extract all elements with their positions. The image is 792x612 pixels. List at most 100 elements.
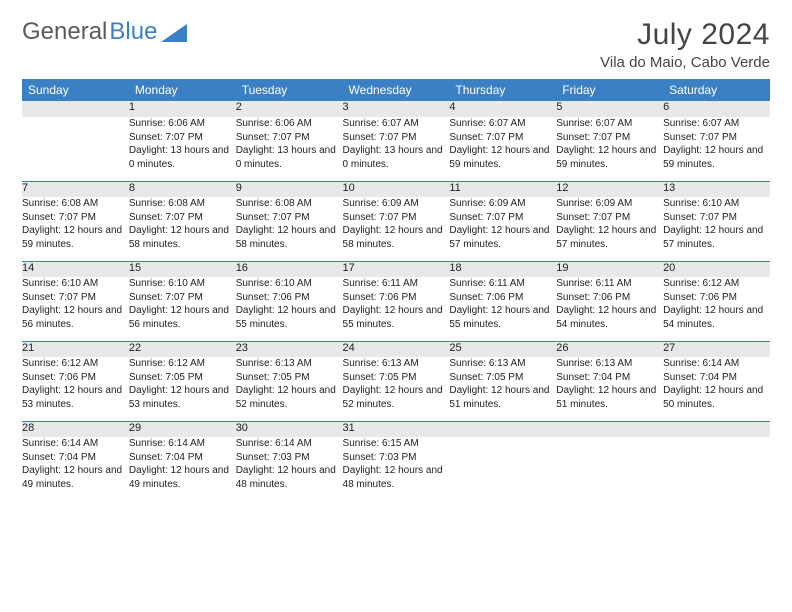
day-content-cell: Sunrise: 6:08 AMSunset: 7:07 PMDaylight:…	[236, 197, 343, 261]
day-number-cell: 21	[22, 341, 129, 357]
sunrise-line: Sunrise: 6:09 AM	[556, 197, 663, 211]
day-content-cell: Sunrise: 6:06 AMSunset: 7:07 PMDaylight:…	[129, 117, 236, 181]
page-header: GeneralBlue July 2024 Vila do Maio, Cabo…	[22, 18, 770, 71]
sunset-line: Sunset: 7:04 PM	[129, 451, 236, 465]
content-row: Sunrise: 6:14 AMSunset: 7:04 PMDaylight:…	[22, 437, 770, 501]
sunrise-line: Sunrise: 6:07 AM	[556, 117, 663, 131]
sunset-line: Sunset: 7:05 PM	[236, 371, 343, 385]
day-content-cell: Sunrise: 6:09 AMSunset: 7:07 PMDaylight:…	[556, 197, 663, 261]
sunrise-line: Sunrise: 6:06 AM	[236, 117, 343, 131]
day-content-cell: Sunrise: 6:07 AMSunset: 7:07 PMDaylight:…	[556, 117, 663, 181]
sunrise-line: Sunrise: 6:12 AM	[663, 277, 770, 291]
sunrise-line: Sunrise: 6:09 AM	[343, 197, 450, 211]
sunrise-line: Sunrise: 6:12 AM	[22, 357, 129, 371]
sunset-line: Sunset: 7:07 PM	[663, 131, 770, 145]
daylight-line: Daylight: 12 hours and 54 minutes.	[663, 304, 770, 331]
daynum-row: 123456	[22, 101, 770, 117]
day-number-cell: 2	[236, 101, 343, 117]
day-number-cell	[663, 421, 770, 437]
daylight-line: Daylight: 12 hours and 55 minutes.	[236, 304, 343, 331]
daylight-line: Daylight: 12 hours and 59 minutes.	[556, 144, 663, 171]
location-label: Vila do Maio, Cabo Verde	[600, 54, 770, 71]
sunset-line: Sunset: 7:05 PM	[343, 371, 450, 385]
sunset-line: Sunset: 7:07 PM	[556, 211, 663, 225]
sunrise-line: Sunrise: 6:14 AM	[129, 437, 236, 451]
day-number-cell: 14	[22, 261, 129, 277]
day-content-cell: Sunrise: 6:09 AMSunset: 7:07 PMDaylight:…	[343, 197, 450, 261]
sunrise-line: Sunrise: 6:13 AM	[343, 357, 450, 371]
day-content-cell: Sunrise: 6:15 AMSunset: 7:03 PMDaylight:…	[343, 437, 450, 501]
day-header: Friday	[556, 79, 663, 101]
day-number-cell: 11	[449, 181, 556, 197]
sunrise-line: Sunrise: 6:08 AM	[236, 197, 343, 211]
sunrise-line: Sunrise: 6:11 AM	[556, 277, 663, 291]
day-number-cell: 25	[449, 341, 556, 357]
sunset-line: Sunset: 7:04 PM	[663, 371, 770, 385]
day-content-cell: Sunrise: 6:12 AMSunset: 7:06 PMDaylight:…	[22, 357, 129, 421]
day-number-cell	[22, 101, 129, 117]
day-number-cell: 24	[343, 341, 450, 357]
daylight-line: Daylight: 12 hours and 59 minutes.	[22, 224, 129, 251]
day-content-cell: Sunrise: 6:13 AMSunset: 7:05 PMDaylight:…	[236, 357, 343, 421]
day-content-cell	[22, 117, 129, 181]
sunset-line: Sunset: 7:03 PM	[343, 451, 450, 465]
day-number-cell: 23	[236, 341, 343, 357]
sunset-line: Sunset: 7:07 PM	[236, 131, 343, 145]
sunset-line: Sunset: 7:06 PM	[663, 291, 770, 305]
content-row: Sunrise: 6:10 AMSunset: 7:07 PMDaylight:…	[22, 277, 770, 341]
sunrise-line: Sunrise: 6:07 AM	[663, 117, 770, 131]
day-content-cell: Sunrise: 6:07 AMSunset: 7:07 PMDaylight:…	[343, 117, 450, 181]
daylight-line: Daylight: 12 hours and 58 minutes.	[236, 224, 343, 251]
sunrise-line: Sunrise: 6:14 AM	[236, 437, 343, 451]
day-content-cell: Sunrise: 6:09 AMSunset: 7:07 PMDaylight:…	[449, 197, 556, 261]
daylight-line: Daylight: 13 hours and 0 minutes.	[343, 144, 450, 171]
day-number-cell: 15	[129, 261, 236, 277]
content-row: Sunrise: 6:08 AMSunset: 7:07 PMDaylight:…	[22, 197, 770, 261]
sunset-line: Sunset: 7:05 PM	[129, 371, 236, 385]
day-header: Sunday	[22, 79, 129, 101]
daylight-line: Daylight: 12 hours and 59 minutes.	[449, 144, 556, 171]
daylight-line: Daylight: 12 hours and 52 minutes.	[236, 384, 343, 411]
sunset-line: Sunset: 7:06 PM	[556, 291, 663, 305]
daynum-row: 78910111213	[22, 181, 770, 197]
sunrise-line: Sunrise: 6:15 AM	[343, 437, 450, 451]
sunrise-line: Sunrise: 6:13 AM	[449, 357, 556, 371]
sunrise-line: Sunrise: 6:10 AM	[22, 277, 129, 291]
daylight-line: Daylight: 12 hours and 57 minutes.	[663, 224, 770, 251]
content-row: Sunrise: 6:06 AMSunset: 7:07 PMDaylight:…	[22, 117, 770, 181]
sunset-line: Sunset: 7:07 PM	[556, 131, 663, 145]
sunrise-line: Sunrise: 6:08 AM	[129, 197, 236, 211]
sunrise-line: Sunrise: 6:10 AM	[129, 277, 236, 291]
day-content-cell: Sunrise: 6:10 AMSunset: 7:06 PMDaylight:…	[236, 277, 343, 341]
sunset-line: Sunset: 7:06 PM	[449, 291, 556, 305]
brand-logo: GeneralBlue	[22, 18, 187, 46]
day-number-cell: 20	[663, 261, 770, 277]
day-content-cell: Sunrise: 6:14 AMSunset: 7:04 PMDaylight:…	[22, 437, 129, 501]
sunrise-line: Sunrise: 6:08 AM	[22, 197, 129, 211]
day-content-cell: Sunrise: 6:14 AMSunset: 7:03 PMDaylight:…	[236, 437, 343, 501]
day-number-cell: 22	[129, 341, 236, 357]
day-content-cell: Sunrise: 6:08 AMSunset: 7:07 PMDaylight:…	[129, 197, 236, 261]
daylight-line: Daylight: 12 hours and 51 minutes.	[449, 384, 556, 411]
daylight-line: Daylight: 12 hours and 49 minutes.	[129, 464, 236, 491]
sunrise-line: Sunrise: 6:07 AM	[449, 117, 556, 131]
sunset-line: Sunset: 7:07 PM	[129, 211, 236, 225]
day-content-cell: Sunrise: 6:13 AMSunset: 7:05 PMDaylight:…	[343, 357, 450, 421]
day-number-cell: 29	[129, 421, 236, 437]
sunrise-line: Sunrise: 6:11 AM	[449, 277, 556, 291]
day-content-cell: Sunrise: 6:10 AMSunset: 7:07 PMDaylight:…	[663, 197, 770, 261]
sunrise-line: Sunrise: 6:07 AM	[343, 117, 450, 131]
sunset-line: Sunset: 7:07 PM	[343, 131, 450, 145]
daylight-line: Daylight: 12 hours and 58 minutes.	[343, 224, 450, 251]
day-content-cell: Sunrise: 6:10 AMSunset: 7:07 PMDaylight:…	[22, 277, 129, 341]
day-number-cell: 10	[343, 181, 450, 197]
day-number-cell: 28	[22, 421, 129, 437]
sunrise-line: Sunrise: 6:14 AM	[22, 437, 129, 451]
day-number-cell: 6	[663, 101, 770, 117]
daylight-line: Daylight: 12 hours and 54 minutes.	[556, 304, 663, 331]
sunset-line: Sunset: 7:04 PM	[22, 451, 129, 465]
sunset-line: Sunset: 7:04 PM	[556, 371, 663, 385]
day-content-cell: Sunrise: 6:14 AMSunset: 7:04 PMDaylight:…	[129, 437, 236, 501]
daylight-line: Daylight: 13 hours and 0 minutes.	[236, 144, 343, 171]
sunrise-line: Sunrise: 6:09 AM	[449, 197, 556, 211]
